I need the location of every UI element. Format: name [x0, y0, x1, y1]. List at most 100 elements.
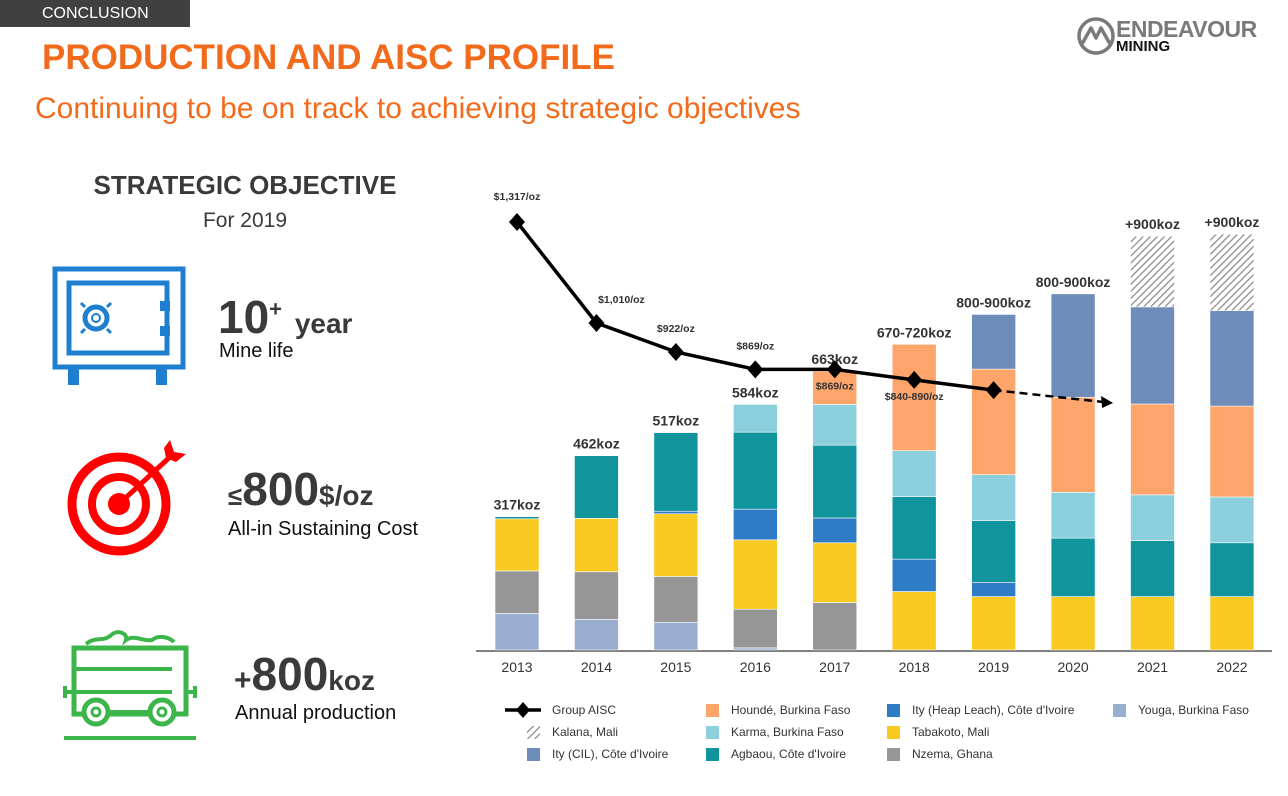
bar-segment — [494, 570, 540, 614]
legend-swatch — [527, 748, 540, 761]
bar-total-label: 317koz — [494, 497, 541, 513]
legend-label: Houndé, Burkina Faso — [731, 703, 851, 717]
legend-label: Karma, Burkina Faso — [731, 725, 844, 739]
bar-segment — [653, 432, 699, 512]
bar-segment — [1209, 233, 1255, 311]
section-tag: CONCLUSION — [0, 0, 190, 27]
x-tick-label: 2015 — [660, 659, 691, 675]
mine-life-label: Mine life — [219, 340, 294, 362]
aisc-point-marker — [747, 360, 764, 379]
x-tick-label: 2021 — [1137, 659, 1168, 675]
bar-segment — [891, 591, 937, 651]
logo-text-line2: MINING — [1116, 38, 1171, 55]
legend-swatch — [1113, 704, 1126, 717]
bar-segment — [494, 516, 540, 520]
bar-segment — [1209, 596, 1255, 651]
bar-total-label: 517koz — [653, 413, 700, 429]
legend-label: Youga, Burkina Faso — [1138, 703, 1249, 717]
x-tick-label: 2014 — [581, 659, 612, 675]
bar-segment — [1130, 235, 1175, 308]
aisc-target-value: ≤800$/oz — [228, 463, 374, 515]
bar-total-label: 462koz — [573, 436, 620, 452]
bar-segment — [653, 513, 699, 577]
bar-segment — [1050, 596, 1096, 651]
bar-total-label: 800-900koz — [956, 294, 1031, 310]
bar-segment — [574, 518, 619, 573]
bar-segment — [574, 619, 619, 651]
bar-total-label: 663koz — [811, 351, 858, 367]
aisc-value-label: $840-890/oz — [885, 391, 944, 403]
legend-swatch — [887, 726, 900, 739]
bar-segment — [1209, 542, 1255, 597]
bar-segment — [733, 608, 778, 649]
bar-segment — [1130, 494, 1175, 541]
bar-segment — [1209, 310, 1255, 407]
legend-label: Ity (Heap Leach), Côte d'Ivoire — [912, 703, 1075, 717]
production-target-value: +800koz — [234, 648, 375, 700]
legend-label: Group AISC — [552, 703, 616, 717]
x-tick-label: 2017 — [819, 659, 850, 675]
mine-life-value: 10+ year — [218, 291, 353, 343]
bar-segment — [891, 343, 937, 451]
aisc-value-label: $869/oz — [736, 340, 774, 352]
bar-segment — [971, 314, 1016, 370]
aisc-projection-line — [993, 388, 1104, 404]
bar-segment — [891, 496, 937, 560]
bar-segment — [812, 602, 858, 651]
x-tick-label: 2022 — [1216, 659, 1247, 675]
bar-segment — [574, 571, 619, 620]
aisc-target-label: All-in Sustaining Cost — [228, 518, 419, 540]
company-logo: ENDEAVOUR MINING — [1076, 14, 1266, 58]
logo-mountain-icon — [1077, 17, 1115, 55]
page-title: PRODUCTION AND AISC PROFILE — [42, 38, 615, 77]
page-subtitle: Continuing to be on track to achieving s… — [35, 92, 801, 125]
x-tick-label: 2019 — [978, 659, 1009, 675]
bar-segment — [653, 576, 699, 623]
legend-swatch — [887, 748, 900, 761]
mine-cart-icon — [63, 630, 197, 740]
bar-total-label: 584koz — [732, 384, 779, 400]
bar-segment — [1130, 403, 1175, 496]
bar-segment — [1050, 537, 1096, 597]
aisc-value-label: $922/oz — [657, 323, 695, 335]
bar-segment — [574, 455, 619, 519]
bar-segment — [1209, 496, 1255, 544]
bar-segment — [812, 517, 858, 544]
legend-label: Nzema, Ghana — [912, 747, 993, 761]
bar-segment — [733, 539, 778, 610]
bar-segment — [812, 404, 858, 446]
x-tick-label: 2016 — [740, 659, 771, 675]
aisc-point-marker — [906, 370, 923, 389]
legend-diamond-icon — [516, 702, 530, 718]
objective-heading: STRATEGIC OBJECTIVE — [93, 170, 397, 200]
bar-segment — [891, 450, 937, 497]
bar-segment — [812, 444, 858, 519]
bar-total-label: +900koz — [1125, 216, 1180, 232]
bar-segment — [733, 647, 778, 651]
aisc-value-label: $1,317/oz — [494, 191, 541, 203]
aisc-value-label: $1,010/oz — [598, 294, 645, 306]
legend-swatch — [887, 704, 900, 717]
bar-segment — [494, 518, 540, 572]
x-tick-label: 2018 — [899, 659, 930, 675]
aisc-point-marker — [588, 314, 605, 333]
production-target-label: Annual production — [235, 702, 397, 724]
safe-icon — [52, 266, 186, 385]
bar-segment — [733, 431, 778, 510]
x-tick-label: 2020 — [1058, 659, 1089, 675]
bar-segment — [1050, 293, 1096, 398]
logo-text-line1: ENDEAVOUR — [1116, 16, 1257, 42]
bar-total-label: 800-900koz — [1036, 274, 1111, 290]
aisc-value-label: $869/oz — [816, 380, 854, 392]
bar-segment — [1130, 596, 1175, 651]
legend-swatch — [706, 726, 719, 739]
bar-total-label: +900koz — [1205, 214, 1260, 230]
x-tick-label: 2013 — [501, 659, 532, 675]
bar-segment — [1209, 405, 1255, 498]
projection-arrow-icon — [1101, 395, 1114, 408]
bar-segment — [494, 613, 540, 651]
bar-segment — [971, 474, 1016, 521]
bar-segment — [653, 510, 699, 515]
bar-segment — [891, 558, 937, 592]
legend-label: Agbaou, Côte d'Ivoire — [731, 747, 846, 761]
